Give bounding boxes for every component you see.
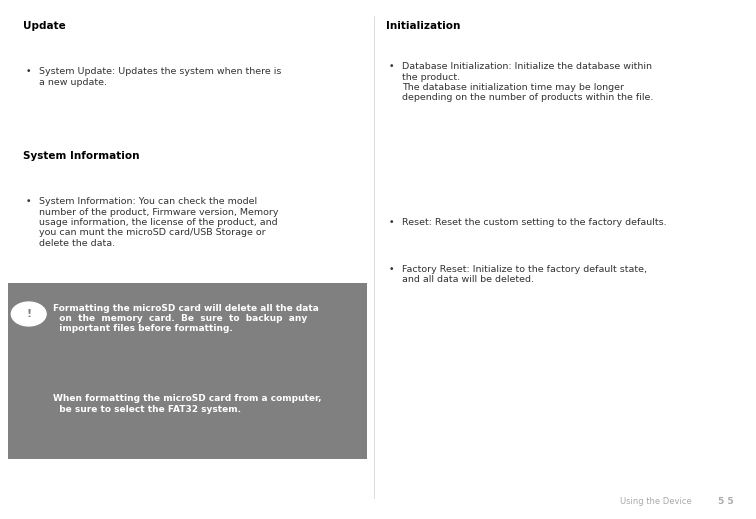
FancyBboxPatch shape xyxy=(8,283,367,459)
Text: Initialization: Initialization xyxy=(386,21,460,31)
Text: System Information: System Information xyxy=(23,151,139,160)
Text: •: • xyxy=(389,265,394,274)
Text: System Update: Updates the system when there is
a new update.: System Update: Updates the system when t… xyxy=(39,67,282,87)
Text: Reset: Reset the custom setting to the factory defaults.: Reset: Reset the custom setting to the f… xyxy=(402,218,667,227)
Text: Database Initialization: Initialize the database within
the product.
The databas: Database Initialization: Initialize the … xyxy=(402,62,654,102)
Circle shape xyxy=(11,302,46,326)
Text: 5 5: 5 5 xyxy=(717,497,733,506)
Text: •: • xyxy=(389,62,394,71)
Text: System Information: You can check the model
number of the product, Firmware vers: System Information: You can check the mo… xyxy=(39,197,279,248)
Text: When formatting the microSD card from a computer,
  be sure to select the FAT32 : When formatting the microSD card from a … xyxy=(53,394,321,414)
Text: Using the Device: Using the Device xyxy=(620,497,692,506)
Text: Factory Reset: Initialize to the factory default state,
and all data will be del: Factory Reset: Initialize to the factory… xyxy=(402,265,647,284)
Text: Update: Update xyxy=(23,21,66,31)
Text: •: • xyxy=(26,67,31,76)
Text: Formatting the microSD card will delete all the data
  on  the  memory  card.  B: Formatting the microSD card will delete … xyxy=(53,304,319,333)
Text: !: ! xyxy=(26,309,31,319)
Text: •: • xyxy=(389,218,394,227)
Text: •: • xyxy=(26,197,31,206)
